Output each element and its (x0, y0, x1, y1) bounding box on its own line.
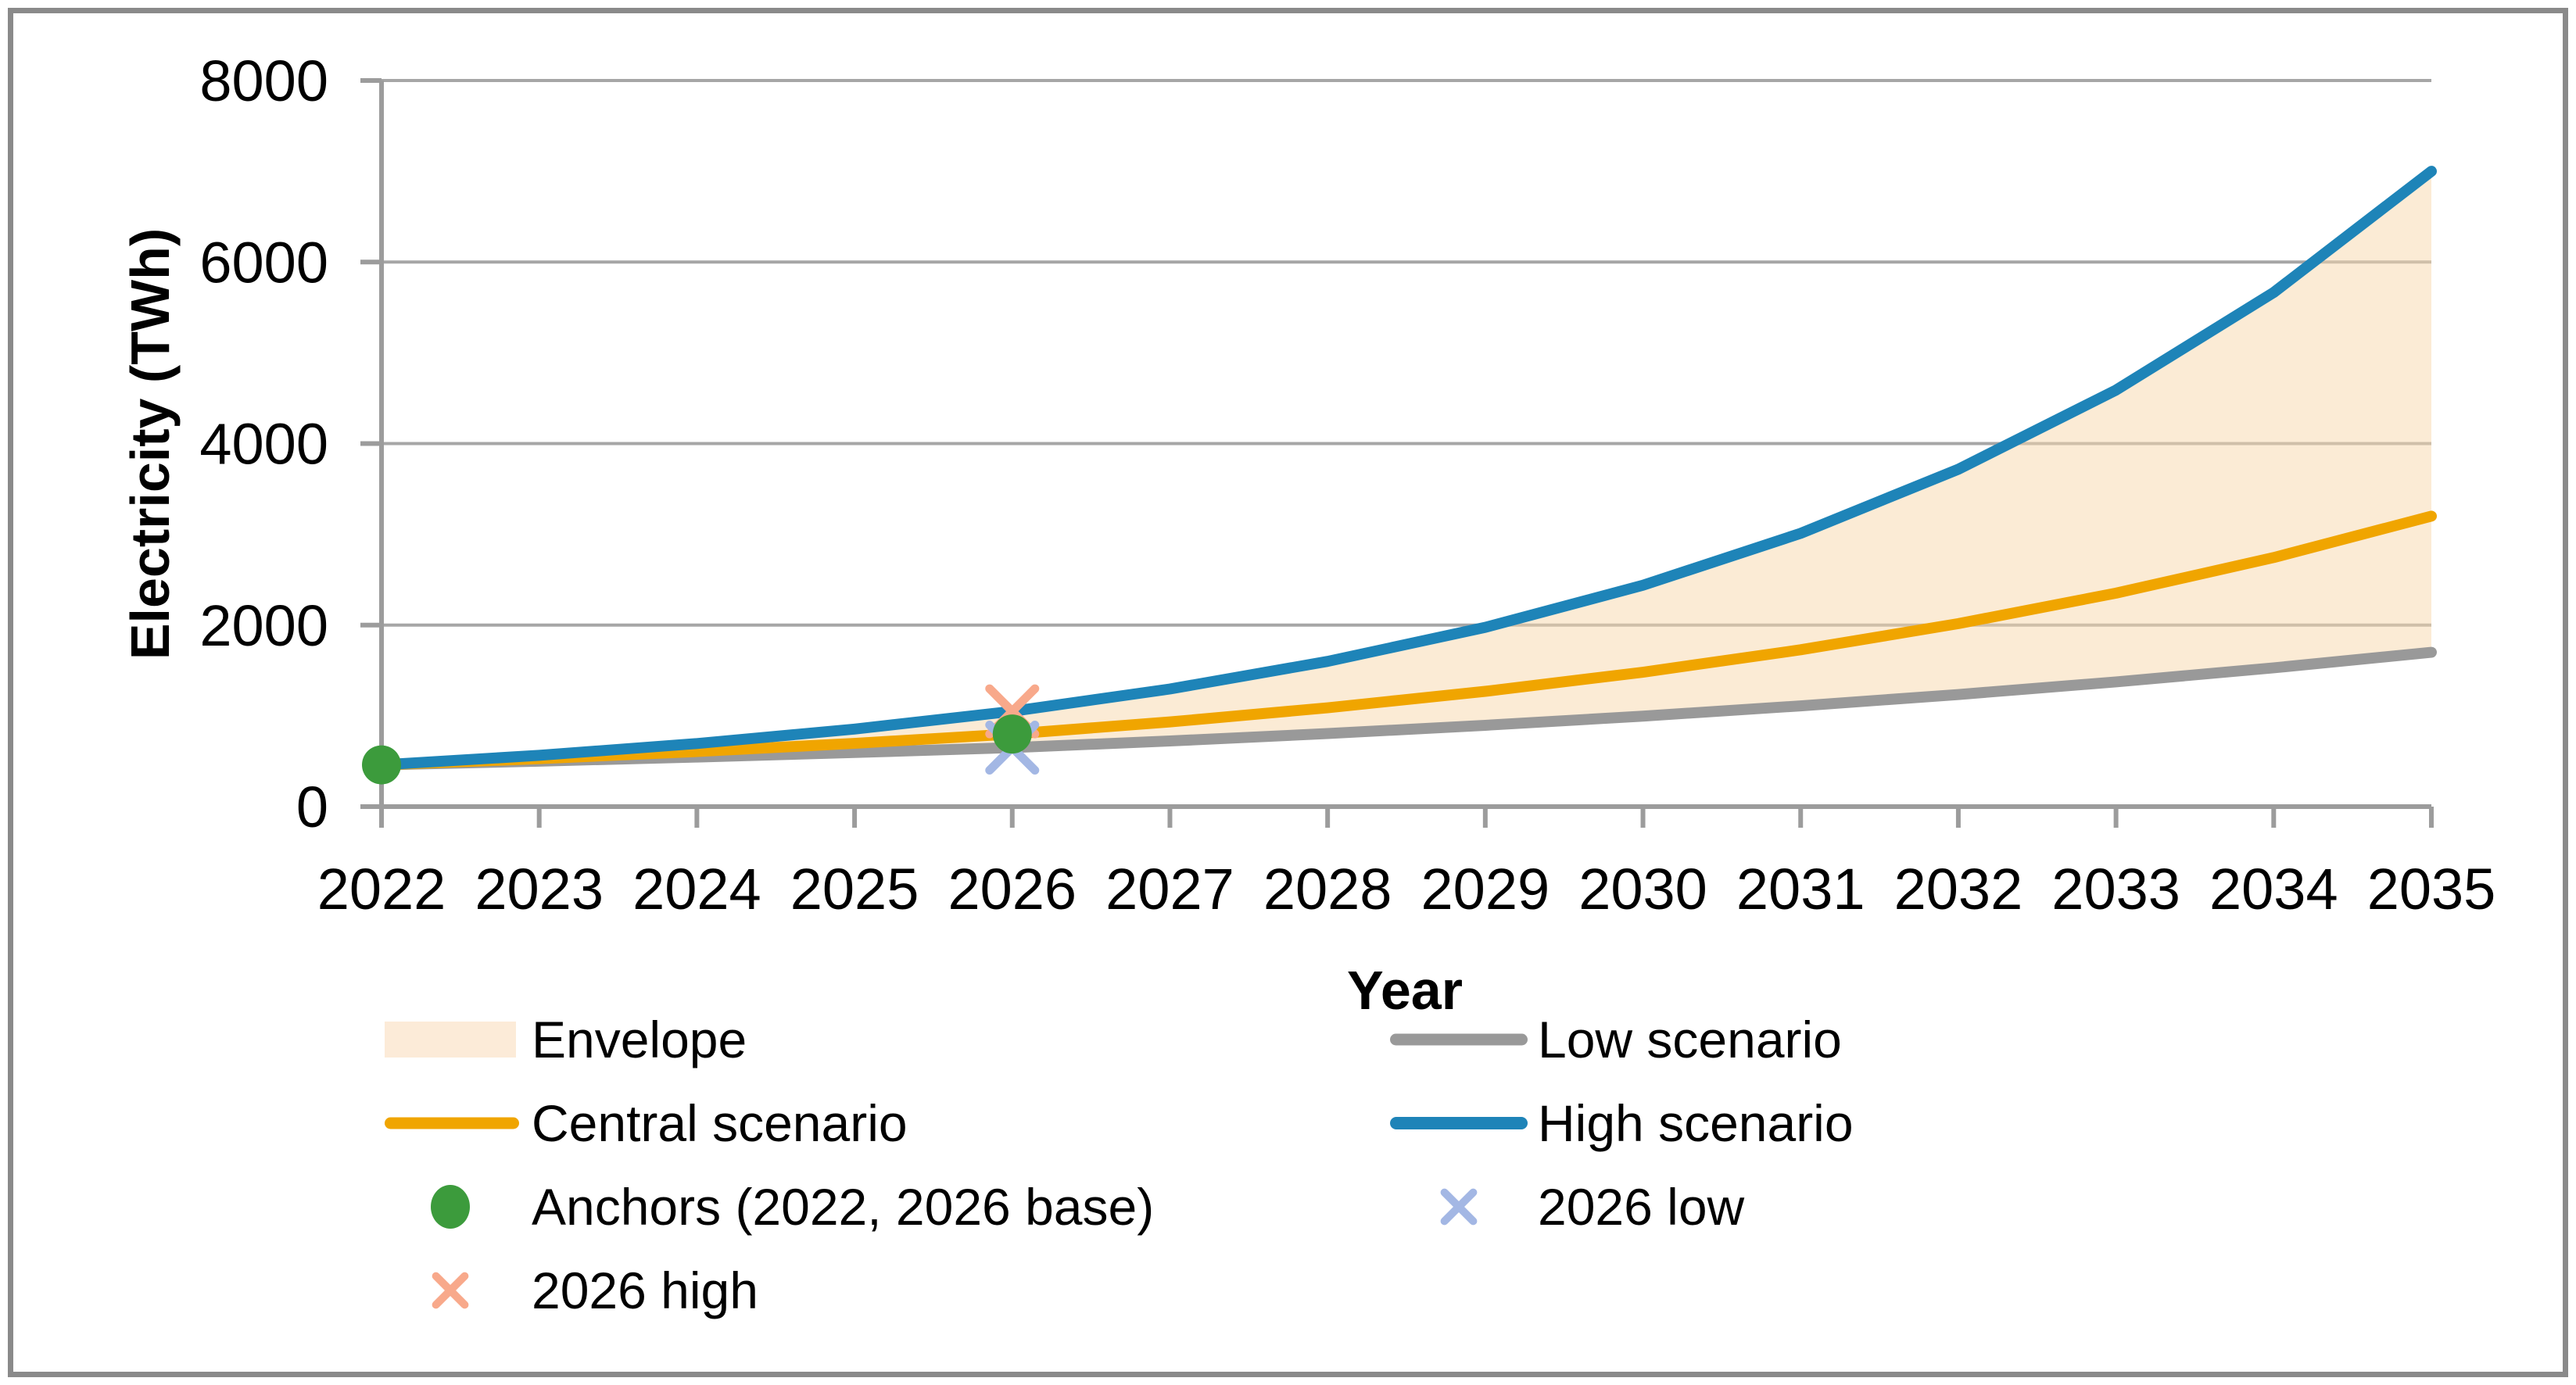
legend-label: 2026 low (1538, 1178, 1745, 1236)
svg-text:6000: 6000 (199, 230, 328, 295)
legend-label: Low scenario (1538, 1011, 1842, 1068)
envelope-swatch-box (385, 1014, 516, 1065)
x-axis-title: Year (1347, 960, 1463, 1021)
legend-label: Anchors (2022, 2026 base) (532, 1178, 1155, 1236)
high-line-icon (1390, 1117, 1528, 1129)
legend-item-2026-high: 2026 high (385, 1265, 758, 1316)
anchors-swatch-box (385, 1181, 516, 1233)
svg-text:2035: 2035 (2367, 857, 2496, 922)
svg-text:2025: 2025 (790, 857, 919, 922)
low-swatch-box (1390, 1014, 1528, 1065)
envelope-area-icon (385, 1022, 516, 1058)
legend-item-high-scenario: High scenario (1390, 1097, 1854, 1149)
svg-text:8000: 8000 (199, 48, 328, 113)
svg-text:2000: 2000 (199, 593, 328, 658)
svg-text:2030: 2030 (1578, 857, 1707, 922)
svg-text:2022: 2022 (317, 857, 446, 922)
svg-text:2032: 2032 (1894, 857, 2023, 922)
svg-text:2026: 2026 (948, 857, 1077, 922)
legend-item-low-scenario: Low scenario (1390, 1014, 1842, 1065)
high-swatch-box (1390, 1097, 1528, 1149)
legend-label: Envelope (532, 1011, 747, 1068)
svg-text:2029: 2029 (1421, 857, 1550, 922)
legend-label: Central scenario (532, 1094, 908, 1152)
high-x-swatch-box (385, 1265, 516, 1316)
low-line-icon (1390, 1033, 1528, 1046)
x-marker-icon (427, 1267, 474, 1314)
svg-text:2031: 2031 (1736, 857, 1865, 922)
svg-text:0: 0 (296, 775, 328, 839)
low-x-swatch-box (1390, 1181, 1528, 1233)
anchor-dot-icon (431, 1185, 470, 1229)
svg-text:2027: 2027 (1105, 857, 1234, 922)
legend-label: High scenario (1538, 1094, 1854, 1152)
svg-text:2033: 2033 (2051, 857, 2180, 922)
central-line-icon (385, 1117, 519, 1129)
svg-text:2034: 2034 (2209, 857, 2338, 922)
svg-text:2028: 2028 (1263, 857, 1392, 922)
legend-item-central-scenario: Central scenario (385, 1097, 908, 1149)
svg-text:2023: 2023 (475, 857, 604, 922)
legend-label: 2026 high (532, 1262, 758, 1319)
legend-item-envelope: Envelope (385, 1014, 747, 1065)
legend-item-2026-low: 2026 low (1390, 1181, 1744, 1233)
svg-text:4000: 4000 (199, 412, 328, 477)
central-swatch-box (385, 1097, 519, 1149)
x-marker-icon (1435, 1183, 1482, 1230)
svg-text:2024: 2024 (632, 857, 761, 922)
y-axis-title: Electricity (TWh) (120, 227, 181, 660)
legend-item-anchors: Anchors (2022, 2026 base) (385, 1181, 1154, 1233)
